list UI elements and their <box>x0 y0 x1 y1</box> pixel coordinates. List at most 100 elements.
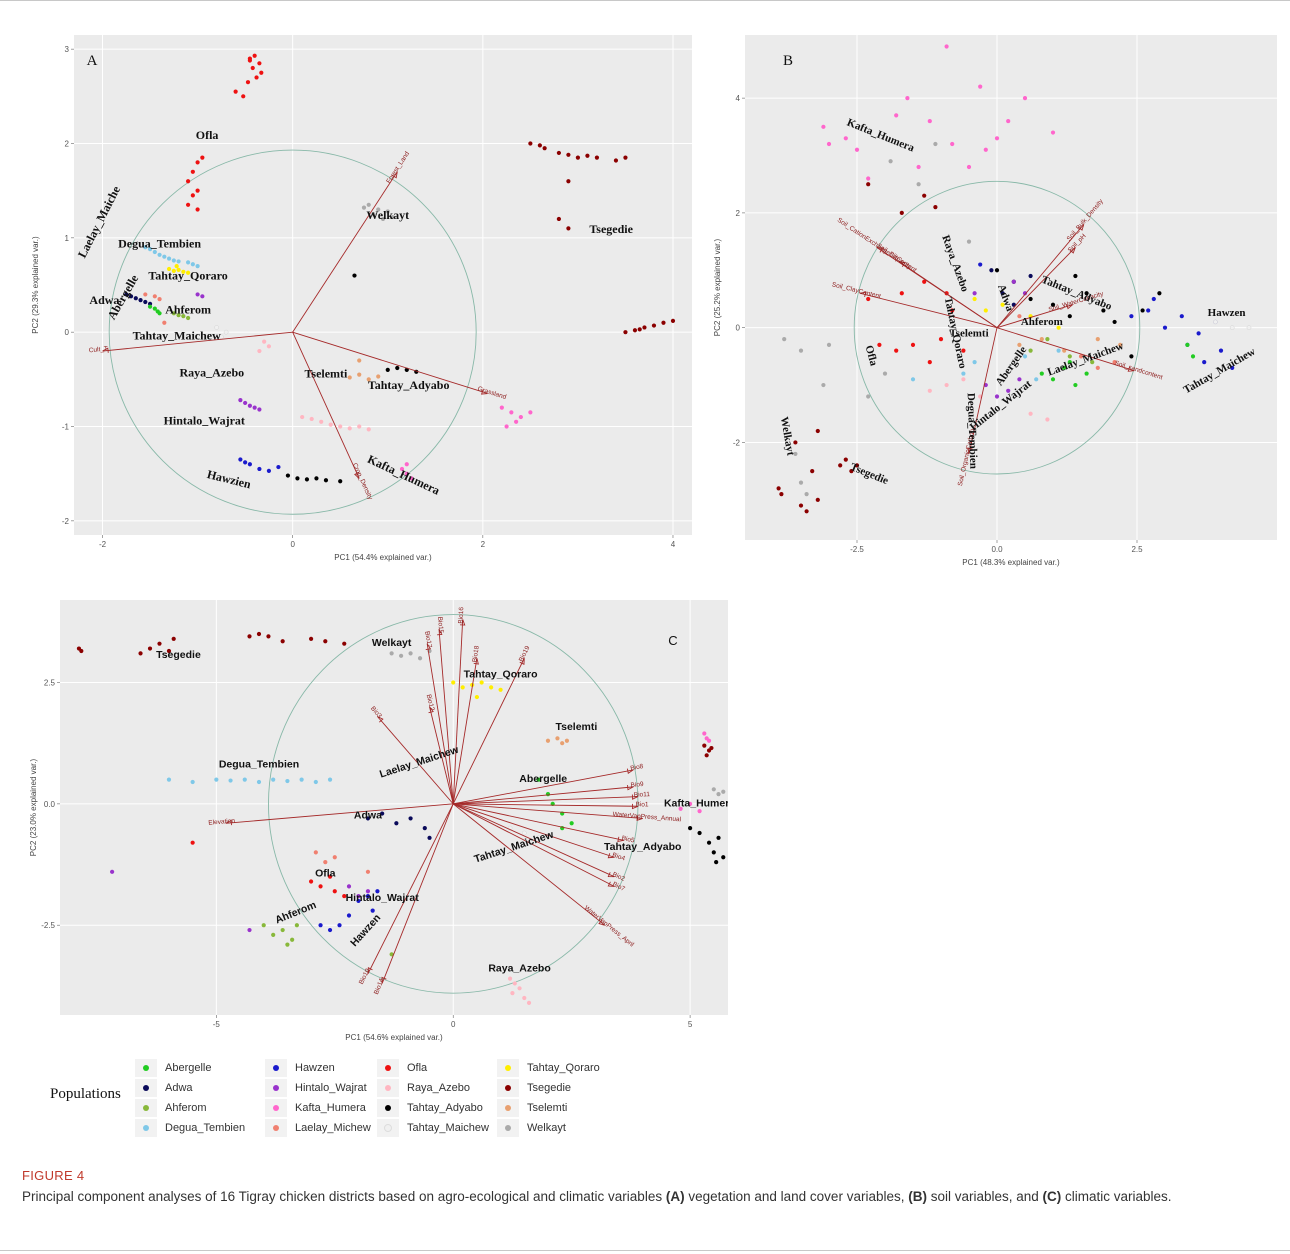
panel-a-point-welkayt <box>376 207 381 212</box>
panel-a-xtick-label: 2 <box>481 540 486 549</box>
legend-label: Tahtay_Qoraro <box>527 1062 600 1074</box>
panel-b-point-kafta_humera <box>894 113 899 118</box>
panel-b-point-tahtay_adyabo <box>1084 291 1089 296</box>
panel-a-point-ahferom <box>171 311 176 316</box>
panel-a-point-tahtay_maichew <box>223 329 229 335</box>
legend-dot-icon <box>505 1065 511 1071</box>
legend-title: Populations <box>50 1086 121 1102</box>
panel-a-point-degua_tembien <box>157 252 162 257</box>
panel-b-plot-bg <box>745 35 1277 540</box>
panel-b-arrow-head <box>859 291 867 297</box>
panel-a-point-ofla <box>250 65 255 71</box>
panel-c-arrow-head <box>519 658 525 665</box>
panel-c-loading-arrow <box>453 803 615 858</box>
panel-c-point-tahtay_maichew <box>536 835 541 841</box>
panel-b-point-abergelle <box>1073 382 1078 388</box>
panel-c-y-axis-title: PC2 (23.0% explained var.) <box>29 758 38 856</box>
panel-c-ytick-label: 2.5 <box>44 679 56 688</box>
panel-b-point-hawzen <box>1202 360 1207 365</box>
panel-b-loading-arrow <box>996 247 1076 328</box>
panel-a-point-hintalo_wajrat <box>243 400 248 406</box>
figure-label: FIGURE 4 <box>22 1168 85 1183</box>
panel-b-point-kafta_humera <box>821 124 826 129</box>
panel-c-arrow-label: Elevation <box>208 817 236 826</box>
caption-text: soil variables, and <box>926 1189 1043 1204</box>
panel-c-loading-arrow <box>225 803 454 824</box>
panel-c-point-adwa <box>394 821 399 826</box>
panel-b-point-welkayt <box>933 141 938 147</box>
panel-a-point-tsegedie <box>594 155 600 160</box>
panel-a-point-hintalo_wajrat <box>252 405 257 410</box>
panel-b-point-tselemti <box>1017 342 1022 347</box>
panel-a-point-raya_azebo <box>257 348 262 354</box>
legend-item: Hawzen <box>265 1059 335 1077</box>
panel-a-point-ahferom <box>181 314 186 319</box>
panel-b-point-hawzen <box>1218 348 1224 353</box>
panel-a-point-tsegedie <box>623 330 628 335</box>
panel-a-point-ahferom <box>176 313 181 318</box>
panel-c-point-hawzen <box>337 923 342 928</box>
panel-a-point-ofla <box>233 89 238 94</box>
panel-c-point-ofla <box>190 840 195 845</box>
panel-b-point-ofla <box>961 348 966 353</box>
panel-a-point-tahtay_adyabo <box>352 273 357 278</box>
panel-a-loading-arrow <box>102 331 293 352</box>
panel-a-point-ofla <box>247 56 252 61</box>
panel-c-point-raya_azebo <box>517 986 522 991</box>
panel-a-point-kafta_humera <box>514 419 519 424</box>
panel-c-point-tsegedie <box>709 745 714 751</box>
caption-panel-ref: (C) <box>1042 1189 1062 1204</box>
panel-c-point-raya_azebo <box>526 1000 532 1005</box>
panel-a-point-tselemti <box>357 358 362 363</box>
caption-text: climatic variables. <box>1061 1189 1172 1204</box>
panel-b-point-adwa <box>1000 291 1005 296</box>
panel-c-loading-arrow <box>381 803 454 984</box>
caption-text: vegetation and land cover variables, <box>684 1189 909 1204</box>
panel-c-arrow-head <box>631 803 639 810</box>
panel-b-point-abergelle <box>1062 365 1067 370</box>
panel-b-point-tahtay_qoraro <box>1056 325 1061 330</box>
panel-b-arrow-head <box>876 246 884 253</box>
panel-c-point-ahferom <box>261 923 266 928</box>
panel-c-point-welkayt <box>716 792 721 797</box>
panel-b-point-hawzen <box>1151 296 1156 302</box>
panel-a-district-label: Tahtay_Adyabo <box>368 378 450 392</box>
panel-b-point-tahtay_adyabo <box>1112 319 1117 325</box>
panel-a-point-ofla <box>254 75 259 80</box>
panel-a-district-label: Hintalo_Wajrat <box>164 414 245 428</box>
panel-b-point-degua_tembien <box>972 360 977 365</box>
panel-a-point-tselemti <box>366 377 371 382</box>
panel-a-point-tahtay_qoraro <box>174 264 179 269</box>
panel-c-point-welkayt <box>408 651 413 656</box>
panel-c-point-tsegedie <box>157 641 162 646</box>
legend-dot-icon <box>505 1085 511 1091</box>
panel-c-point-tselemti <box>555 736 560 741</box>
panel-a-point-hintalo_wajrat <box>200 294 205 299</box>
panel-a-point-degua_tembien <box>162 254 167 259</box>
panel-c-point-degua_tembien <box>166 777 172 782</box>
panel-b-point-abergelle <box>1067 360 1072 365</box>
panel-a-point-ofla <box>259 70 264 75</box>
panel-b-point-hawzen <box>1196 331 1201 336</box>
panel-b-point-raya_azebo <box>944 382 949 388</box>
panel-c-loading-arrow <box>452 619 464 804</box>
legend-swatch <box>497 1059 519 1077</box>
panel-c-point-welkayt <box>399 653 404 658</box>
panel-a-district-label: Welkayt <box>366 208 409 222</box>
panel-b-point-degua_tembien <box>1034 377 1039 382</box>
panel-a-point-ahferom <box>185 315 191 321</box>
panel-c-point-tsegedie <box>138 651 143 656</box>
panel-b-point-tsegedie <box>933 205 938 210</box>
panel-c-point-welkayt <box>721 789 726 794</box>
panel-c-point-hawzen <box>370 908 375 913</box>
panel-a-point-laelay_michew <box>152 294 157 299</box>
panel-b-point-hawzen <box>1230 365 1235 370</box>
panel-a-point-degua_tembien <box>185 260 191 265</box>
panel-a-point-tahtay_qoraro <box>185 270 191 275</box>
panel-b-point-tsegedie <box>838 463 843 468</box>
panel-b-district-label: Ofla <box>863 344 880 368</box>
panel-b-point-degua_tembien <box>961 371 966 376</box>
panel-b-point-abergelle <box>1190 354 1196 359</box>
panel-c-arrow-head <box>437 628 443 636</box>
panel-c-point-tahtay_adyabo <box>697 830 702 836</box>
